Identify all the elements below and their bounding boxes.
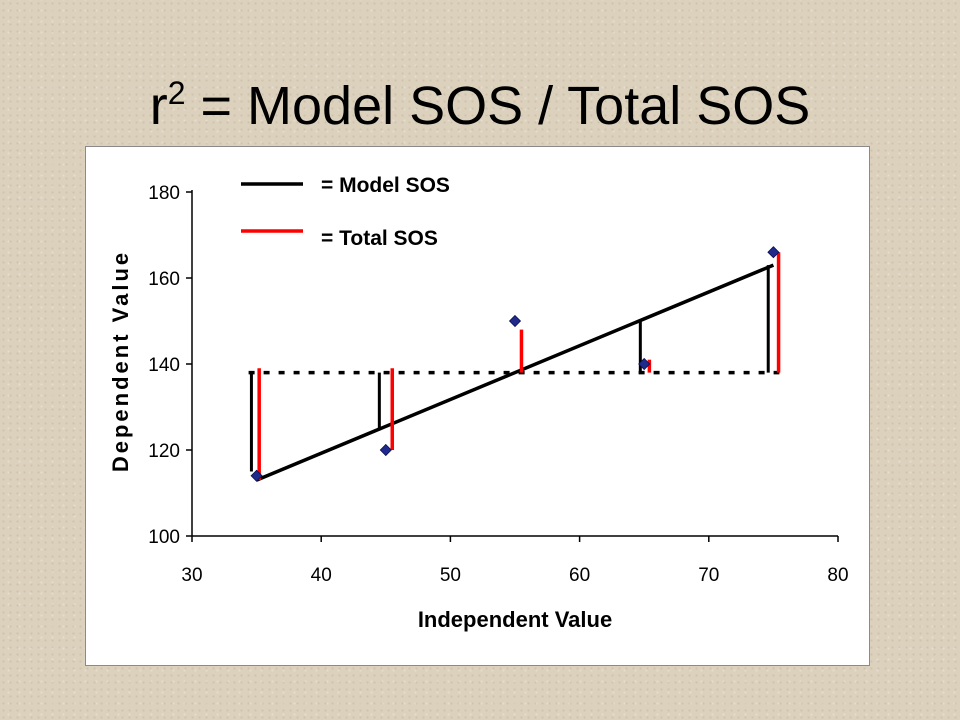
x-tick-label: 50 [440, 565, 461, 586]
model-sos-segments [249, 265, 770, 472]
legend-total-label: = Total SOS [321, 227, 438, 250]
regression-line [255, 263, 775, 482]
total-sos-segments [257, 252, 781, 481]
chart-panel: 100 120 140 160 180 30 40 50 60 70 80 = Model SOS … [85, 146, 870, 666]
data-points [250, 246, 780, 482]
legend-model-label: = Model SOS [321, 174, 450, 197]
x-tick-label: 40 [311, 565, 332, 586]
data-point [508, 314, 522, 328]
data-point [379, 443, 392, 457]
x-tick-label: 30 [181, 565, 202, 586]
x-axis-title: Independent Value [418, 607, 612, 632]
axes [186, 190, 839, 542]
y-tick-label: 100 [148, 527, 180, 548]
data-point [767, 246, 780, 259]
title-prefix: r [149, 76, 168, 136]
slide-title: r2 = Model SOS / Total SOS [0, 58, 960, 141]
tick-labels: 100 120 140 160 180 30 40 50 60 70 80 [148, 183, 848, 586]
data-point [250, 469, 263, 482]
title-superscript: 2 [167, 75, 186, 111]
data-point [638, 357, 651, 371]
x-tick-label: 60 [569, 565, 590, 586]
y-axis-title: Dependent Value [108, 250, 133, 472]
x-tick-label: 70 [698, 565, 719, 586]
y-tick-label: 120 [148, 441, 180, 462]
y-tick-label: 160 [148, 269, 180, 290]
regression-line-group [255, 263, 775, 482]
y-tick-label: 140 [148, 355, 180, 376]
x-tick-label: 80 [827, 565, 848, 586]
title-rest: = Model SOS / Total SOS [185, 76, 811, 136]
y-tick-label: 180 [148, 183, 180, 204]
